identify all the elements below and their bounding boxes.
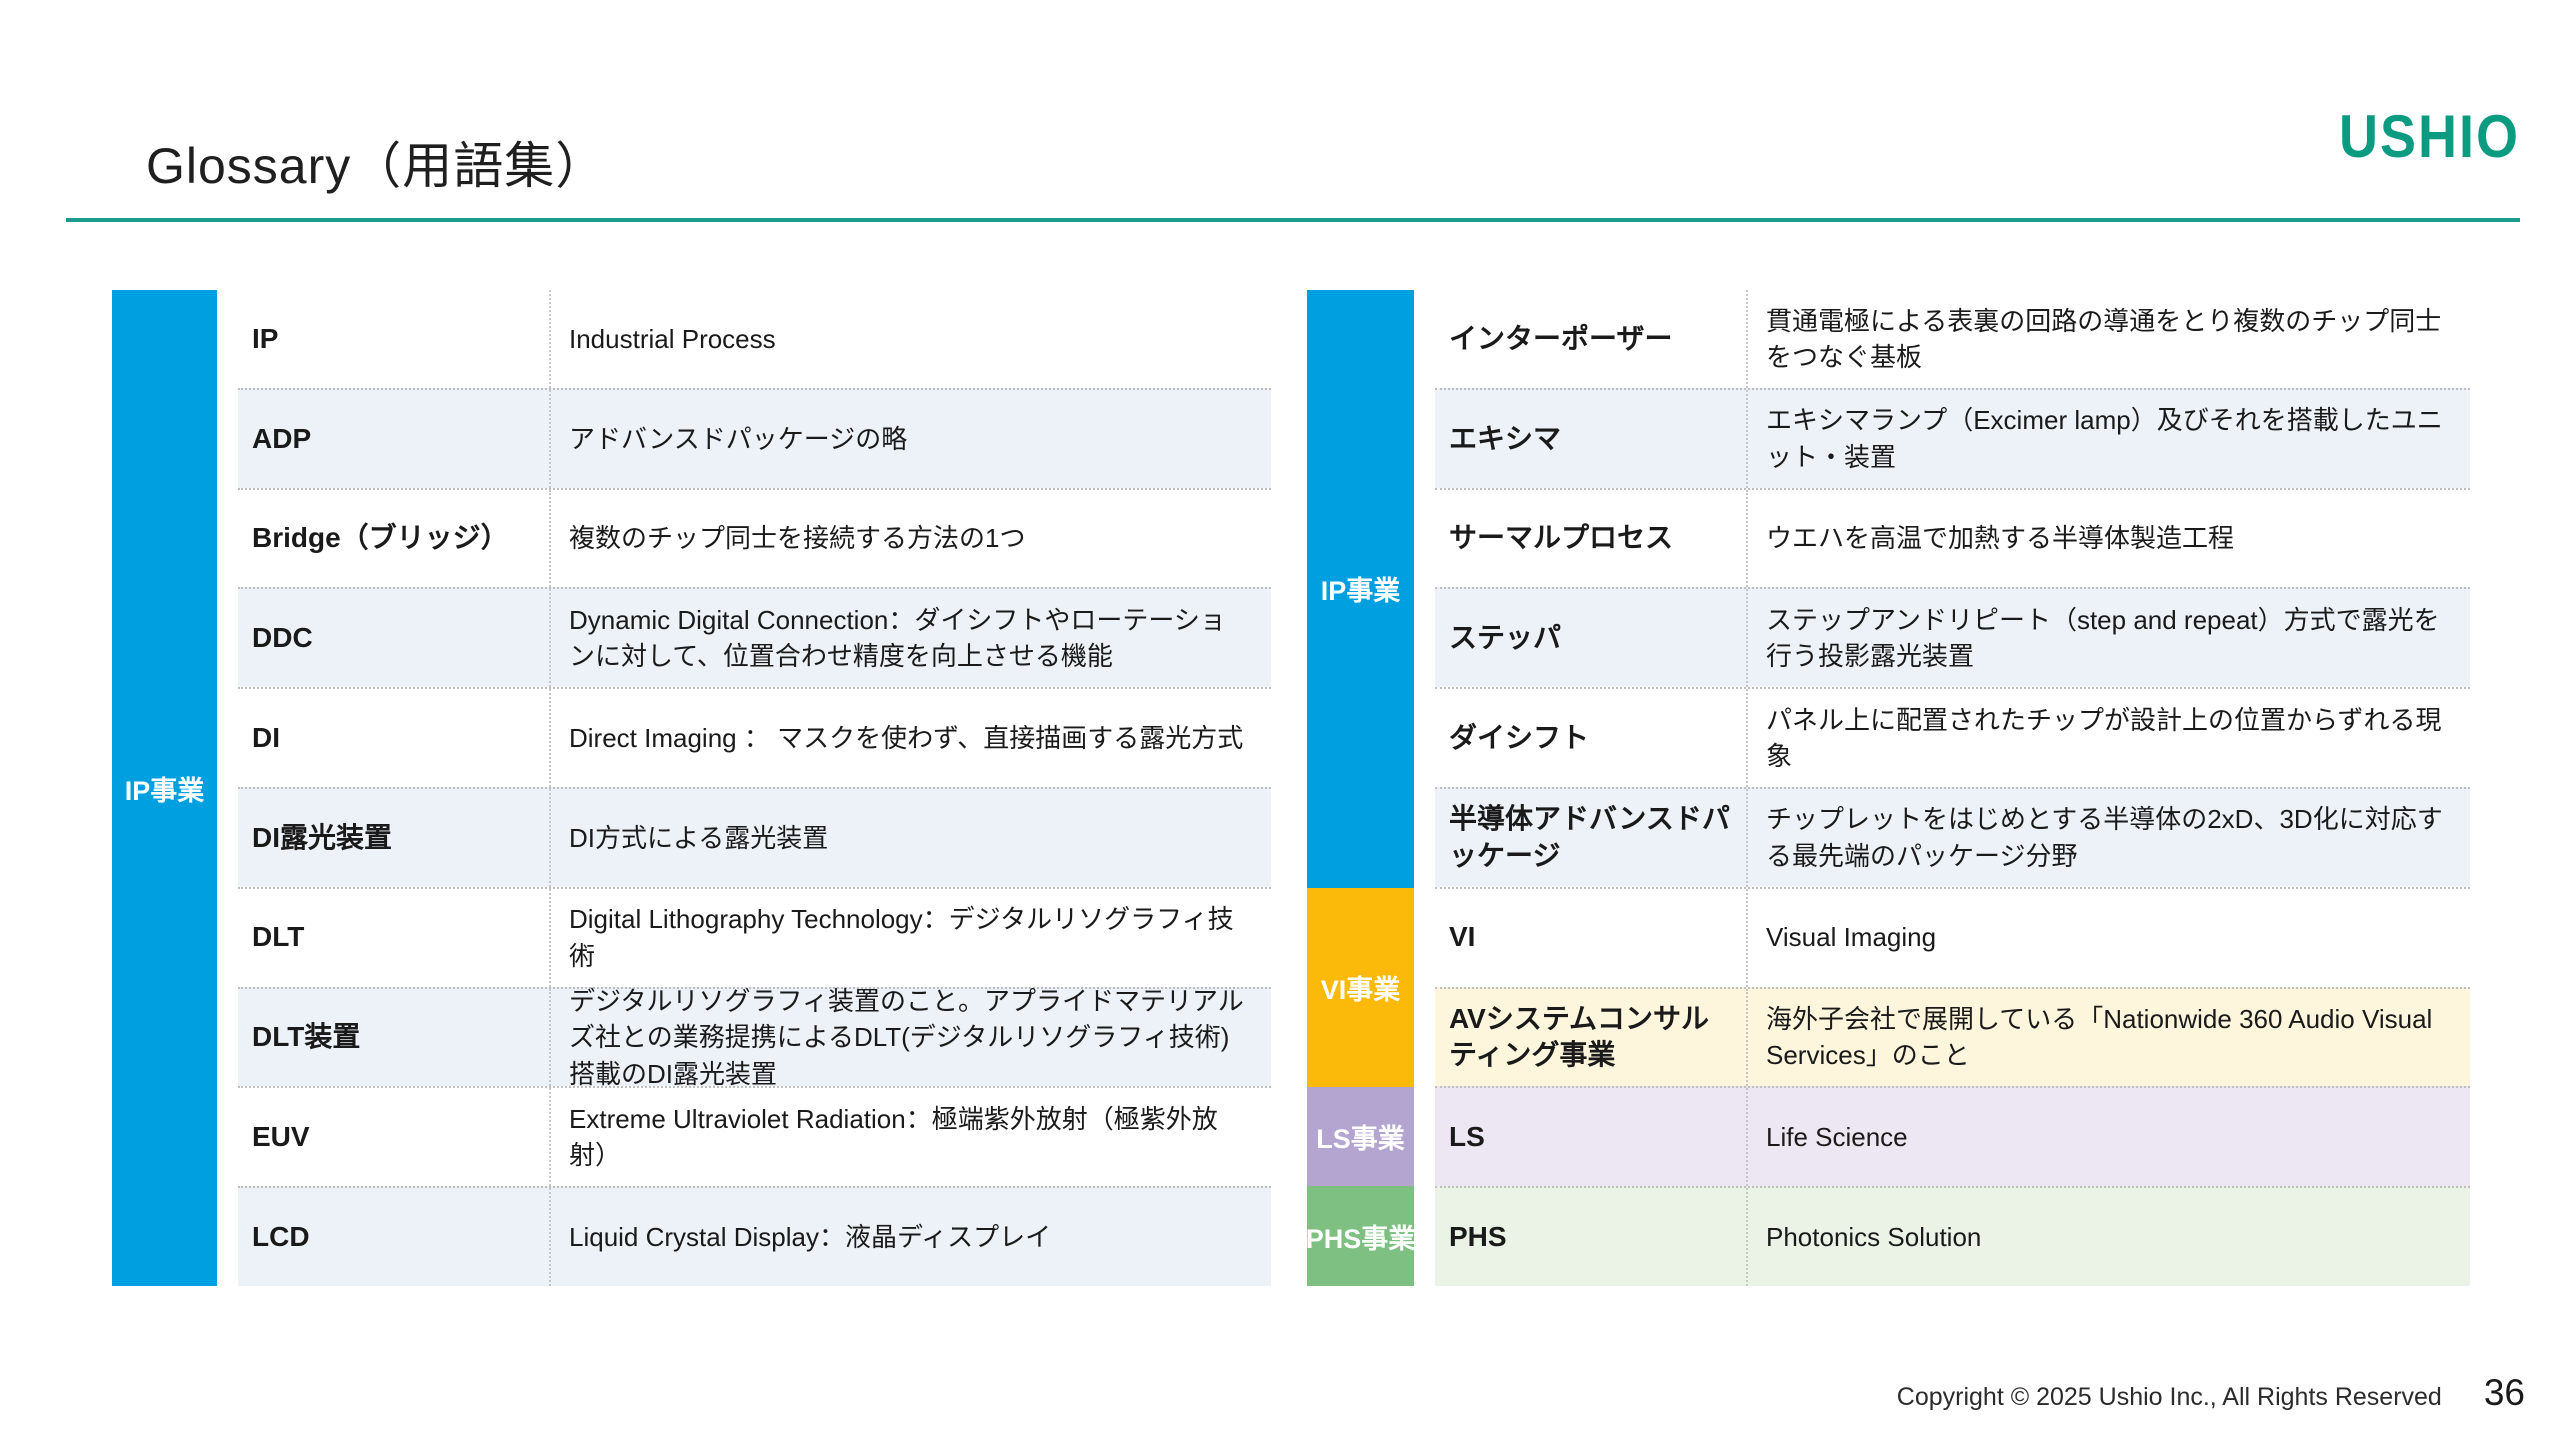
- definition-cell: エキシマランプ（Excimer lamp）及びそれを搭載したユニット・装置: [1746, 389, 2470, 488]
- term-cell: インターポーザー: [1449, 322, 1673, 354]
- glossary-row: DLT装置 デジタルリソグラフィ装置のこと。アプライドマテリアルズ社との業務提携に…: [238, 986, 1271, 1089]
- definition-cell: Digital Lithography Technology：デジタルリソグラフ…: [549, 888, 1271, 987]
- glossary-row: インターポーザー 貫通電極による表裏の回路の導通をとり複数のチップ同士をつなぐ基板: [1435, 290, 2470, 388]
- term-cell: PHS: [1449, 1220, 1507, 1252]
- term-cell: サーマルプロセス: [1449, 522, 1674, 554]
- glossary-row: エキシマ エキシマランプ（Excimer lamp）及びそれを搭載したユニット・装…: [1435, 387, 2470, 488]
- definition-cell: チップレットをはじめとする半導体の2xD、3D化に対応する最先端のパッケージ分野: [1746, 788, 2470, 887]
- definition-cell: Photonics Solution: [1746, 1188, 2470, 1286]
- glossary-row: ダイシフト パネル上に配置されたチップが設計上の位置からずれる現象: [1435, 687, 2470, 787]
- category-sidebar-ip: IP事業: [112, 290, 217, 1286]
- definition-cell: Dynamic Digital Connection：ダイシフトやローテーション…: [549, 589, 1271, 688]
- term-cell: DLT: [252, 921, 305, 953]
- glossary-rows-left: IP Industrial Process ADP アドバンスドパッケージの略 Brid…: [238, 290, 1271, 1286]
- category-sidebar-ls: LS事業: [1307, 1086, 1414, 1187]
- glossary-row: DI露光装置 DI方式による露光装置: [238, 786, 1271, 887]
- definition-cell: アドバンスドパッケージの略: [549, 389, 1271, 488]
- definition-cell: 海外子会社で展開している「Nationwide 360 Audio Visual…: [1746, 988, 2470, 1087]
- glossary-row: 半導体アドバンスドパッケージ チップレットをはじめとする半導体の2xD、3D化に対…: [1435, 786, 2470, 887]
- sidebar-label: LS事業: [1316, 1124, 1405, 1155]
- definition-cell: 複数のチップ同士を接続する方法の1つ: [549, 489, 1271, 588]
- glossary-row: Bridge（ブリッジ） 複数のチップ同士を接続する方法の1つ: [238, 487, 1271, 588]
- definition-cell: Extreme Ultraviolet Radiation：極端紫外放射（極紫外…: [549, 1088, 1271, 1187]
- term-cell: IP: [252, 322, 279, 354]
- term-cell: EUV: [252, 1121, 310, 1153]
- glossary-row: LCD Liquid Crystal Display：液晶ディスプレイ: [238, 1186, 1271, 1286]
- copyright-text: Copyright © 2025 Ushio Inc., All Rights …: [1896, 1383, 2442, 1411]
- category-sidebar-group: IP事業 VI事業 LS事業 PHS事業: [1305, 290, 1416, 1286]
- sidebar-label: VI事業: [1320, 974, 1401, 1005]
- page-number: 36: [2483, 1372, 2525, 1413]
- footer: Copyright © 2025 Ushio Inc., All Rights …: [1897, 1372, 2525, 1414]
- glossary-row: LS Life Science: [1435, 1086, 2470, 1187]
- glossary-rows-right: インターポーザー 貫通電極による表裏の回路の導通をとり複数のチップ同士をつなぐ基板…: [1435, 290, 2470, 1286]
- term-cell: ダイシフト: [1449, 721, 1590, 753]
- glossary-row: DDC Dynamic Digital Connection：ダイシフトやローテー…: [238, 587, 1271, 688]
- glossary-row: ステッパ ステップアンドリピート（step and repeat）方式で露光を行う…: [1435, 587, 2470, 688]
- glossary-row: IP Industrial Process: [238, 290, 1271, 388]
- term-cell: ADP: [252, 422, 312, 454]
- term-cell: DI露光装置: [252, 821, 393, 853]
- term-cell: 半導体アドバンスドパッケージ: [1449, 803, 1730, 871]
- definition-cell: ステップアンドリピート（step and repeat）方式で露光を行う投影露光…: [1746, 589, 2470, 688]
- definition-cell: Industrial Process: [549, 290, 1271, 388]
- glossary-row: PHS Photonics Solution: [1435, 1186, 2470, 1286]
- category-sidebar-phs: PHS事業: [1305, 1186, 1416, 1286]
- definition-cell: Liquid Crystal Display：液晶ディスプレイ: [549, 1188, 1271, 1286]
- term-cell: DLT装置: [252, 1021, 361, 1053]
- definition-cell: パネル上に配置されたチップが設計上の位置からずれる現象: [1746, 689, 2470, 787]
- term-cell: エキシマ: [1449, 422, 1562, 454]
- definition-cell: DI方式による露光装置: [549, 788, 1271, 887]
- title-divider: [66, 218, 2520, 222]
- sidebar-label: IP事業: [1320, 576, 1401, 607]
- glossary-table-right: IP事業 VI事業 LS事業 PHS事業 インターポーザー 貫通電極による表裏の回路の導…: [1305, 290, 2470, 1286]
- glossary-row: AVシステムコンサルティング事業 海外子会社で展開している「Nationwide …: [1435, 986, 2470, 1087]
- definition-cell: 貫通電極による表裏の回路の導通をとり複数のチップ同士をつなぐ基板: [1746, 290, 2470, 388]
- glossary-table-left: IP事業 IP Industrial Process ADP アドバンスドパッケージの…: [112, 290, 1271, 1286]
- page-title: Glossary（用語集）: [146, 138, 607, 194]
- glossary-row: DI Direct Imaging ： マスクを使わず、直接描画する露光方式: [238, 687, 1271, 787]
- definition-cell: ウエハを高温で加熱する半導体製造工程: [1746, 489, 2470, 588]
- sidebar-label: IP事業: [124, 775, 205, 806]
- glossary-row: EUV Extreme Ultraviolet Radiation：極端紫外放射（…: [238, 1086, 1271, 1187]
- definition-cell: Direct Imaging ： マスクを使わず、直接描画する露光方式: [549, 689, 1271, 787]
- term-cell: DDC: [252, 622, 313, 654]
- term-cell: LCD: [252, 1220, 310, 1252]
- glossary-row: VI Visual Imaging: [1435, 886, 2470, 987]
- term-cell: AVシステムコンサルティング事業: [1449, 1003, 1709, 1071]
- category-sidebar-vi: VI事業: [1307, 887, 1414, 1087]
- category-sidebar-ip: IP事業: [1307, 290, 1414, 888]
- term-cell: Bridge（ブリッジ）: [252, 522, 509, 554]
- ushio-logo: USHIO: [2338, 103, 2520, 171]
- glossary-row: DLT Digital Lithography Technology：デジタルリソ…: [238, 886, 1271, 987]
- glossary-row: サーマルプロセス ウエハを高温で加熱する半導体製造工程: [1435, 487, 2470, 588]
- term-cell: DI: [252, 721, 280, 753]
- glossary-row: ADP アドバンスドパッケージの略: [238, 387, 1271, 488]
- term-cell: LS: [1449, 1121, 1485, 1153]
- term-cell: VI: [1449, 921, 1476, 953]
- sidebar-label: PHS事業: [1305, 1223, 1416, 1254]
- definition-cell: Visual Imaging: [1746, 888, 2470, 987]
- term-cell: ステッパ: [1449, 622, 1562, 654]
- definition-cell: Life Science: [1746, 1088, 2470, 1187]
- definition-cell: デジタルリソグラフィ装置のこと。アプライドマテリアルズ社との業務提携によるDLT…: [549, 986, 1271, 1089]
